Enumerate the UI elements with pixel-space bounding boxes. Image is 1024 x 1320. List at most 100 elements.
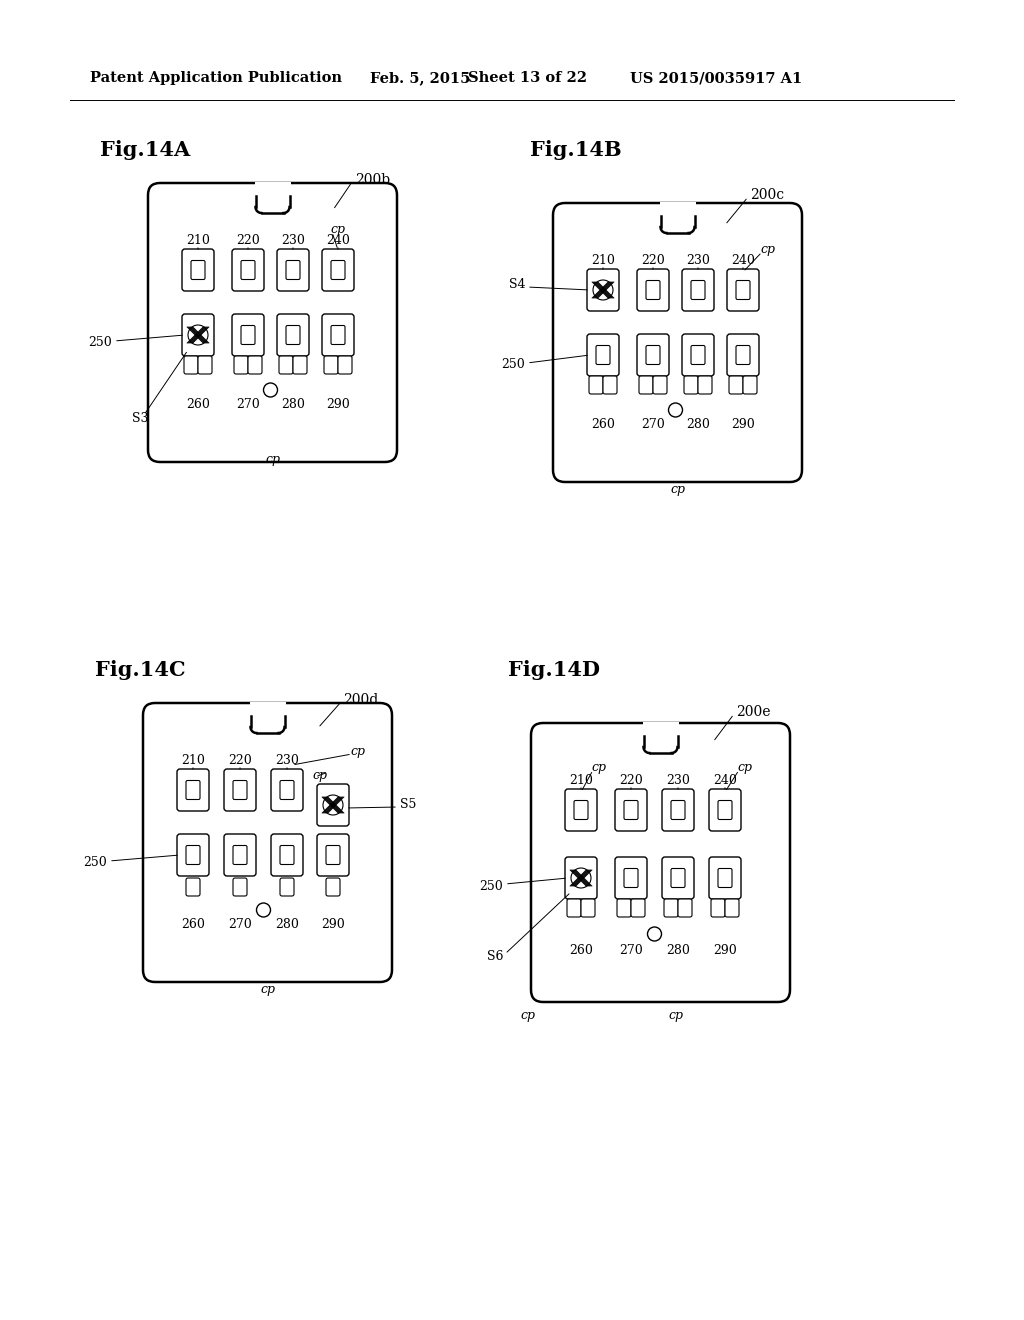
Text: 220: 220 — [237, 234, 260, 247]
FancyBboxPatch shape — [553, 203, 802, 482]
Text: 230: 230 — [666, 774, 690, 787]
FancyBboxPatch shape — [678, 899, 692, 917]
Text: 250: 250 — [502, 359, 525, 371]
FancyBboxPatch shape — [232, 249, 264, 290]
Circle shape — [263, 383, 278, 397]
FancyBboxPatch shape — [603, 376, 617, 393]
FancyBboxPatch shape — [711, 899, 725, 917]
Text: 240: 240 — [713, 774, 737, 787]
Text: cp: cp — [670, 483, 685, 496]
FancyBboxPatch shape — [233, 878, 247, 896]
Text: 280: 280 — [666, 944, 690, 957]
FancyBboxPatch shape — [177, 770, 209, 810]
FancyBboxPatch shape — [664, 899, 678, 917]
FancyBboxPatch shape — [331, 260, 345, 280]
FancyBboxPatch shape — [182, 249, 214, 290]
FancyBboxPatch shape — [293, 356, 307, 374]
Text: 260: 260 — [591, 418, 615, 432]
FancyBboxPatch shape — [241, 326, 255, 345]
FancyBboxPatch shape — [587, 269, 618, 312]
FancyBboxPatch shape — [646, 281, 660, 300]
Text: 250: 250 — [479, 879, 503, 892]
FancyBboxPatch shape — [727, 334, 759, 376]
Text: Fig.14C: Fig.14C — [95, 660, 185, 680]
FancyBboxPatch shape — [182, 314, 214, 356]
FancyBboxPatch shape — [718, 800, 732, 820]
FancyBboxPatch shape — [280, 878, 294, 896]
FancyBboxPatch shape — [177, 834, 209, 876]
FancyBboxPatch shape — [326, 846, 340, 865]
FancyBboxPatch shape — [642, 722, 679, 754]
FancyBboxPatch shape — [338, 356, 352, 374]
FancyBboxPatch shape — [615, 789, 647, 832]
FancyBboxPatch shape — [631, 899, 645, 917]
Text: Fig.14A: Fig.14A — [100, 140, 190, 160]
FancyBboxPatch shape — [646, 346, 660, 364]
FancyBboxPatch shape — [709, 789, 741, 832]
Text: S5: S5 — [400, 799, 417, 812]
Text: 280: 280 — [281, 399, 305, 412]
FancyBboxPatch shape — [322, 249, 354, 290]
FancyBboxPatch shape — [143, 704, 392, 982]
FancyBboxPatch shape — [186, 780, 200, 800]
FancyBboxPatch shape — [727, 269, 759, 312]
Text: cp: cp — [760, 243, 775, 256]
FancyBboxPatch shape — [684, 376, 698, 393]
FancyBboxPatch shape — [682, 334, 714, 376]
FancyBboxPatch shape — [725, 899, 739, 917]
FancyBboxPatch shape — [587, 334, 618, 376]
FancyBboxPatch shape — [581, 899, 595, 917]
Text: cp: cp — [265, 454, 280, 466]
Text: 220: 220 — [620, 774, 643, 787]
FancyBboxPatch shape — [148, 183, 397, 462]
FancyBboxPatch shape — [191, 260, 205, 280]
Text: 270: 270 — [620, 944, 643, 957]
FancyBboxPatch shape — [698, 376, 712, 393]
Text: cp: cp — [591, 762, 606, 775]
Text: Feb. 5, 2015: Feb. 5, 2015 — [370, 71, 470, 84]
Text: 290: 290 — [713, 944, 737, 957]
FancyBboxPatch shape — [691, 281, 705, 300]
Text: 220: 220 — [228, 754, 252, 767]
Text: 230: 230 — [275, 754, 299, 767]
FancyBboxPatch shape — [279, 356, 293, 374]
FancyBboxPatch shape — [662, 789, 694, 832]
Circle shape — [669, 403, 683, 417]
Text: 260: 260 — [186, 399, 210, 412]
FancyBboxPatch shape — [567, 899, 581, 917]
Text: S6: S6 — [486, 950, 503, 964]
Text: cp: cp — [330, 223, 345, 236]
Text: 290: 290 — [731, 418, 755, 432]
Text: US 2015/0035917 A1: US 2015/0035917 A1 — [630, 71, 802, 84]
FancyBboxPatch shape — [233, 780, 247, 800]
FancyBboxPatch shape — [639, 376, 653, 393]
FancyBboxPatch shape — [233, 846, 247, 865]
FancyBboxPatch shape — [729, 376, 743, 393]
Text: Fig.14B: Fig.14B — [530, 140, 622, 160]
Circle shape — [256, 903, 270, 917]
Text: 270: 270 — [228, 919, 252, 932]
FancyBboxPatch shape — [184, 356, 198, 374]
FancyBboxPatch shape — [186, 878, 200, 896]
Text: 240: 240 — [326, 234, 350, 247]
Text: 270: 270 — [237, 399, 260, 412]
FancyBboxPatch shape — [248, 356, 262, 374]
Circle shape — [647, 927, 662, 941]
Text: Fig.14D: Fig.14D — [508, 660, 600, 680]
Text: 200c: 200c — [750, 187, 784, 202]
FancyBboxPatch shape — [234, 356, 248, 374]
Text: cp: cp — [668, 1008, 683, 1022]
FancyBboxPatch shape — [317, 784, 349, 826]
Text: 210: 210 — [181, 754, 205, 767]
FancyBboxPatch shape — [617, 899, 631, 917]
FancyBboxPatch shape — [691, 346, 705, 364]
Text: 210: 210 — [591, 253, 615, 267]
Text: S3: S3 — [132, 412, 148, 425]
Text: 250: 250 — [83, 857, 106, 870]
FancyBboxPatch shape — [286, 326, 300, 345]
FancyBboxPatch shape — [271, 770, 303, 810]
Text: 290: 290 — [322, 919, 345, 932]
FancyBboxPatch shape — [322, 314, 354, 356]
FancyBboxPatch shape — [589, 376, 603, 393]
FancyBboxPatch shape — [565, 857, 597, 899]
